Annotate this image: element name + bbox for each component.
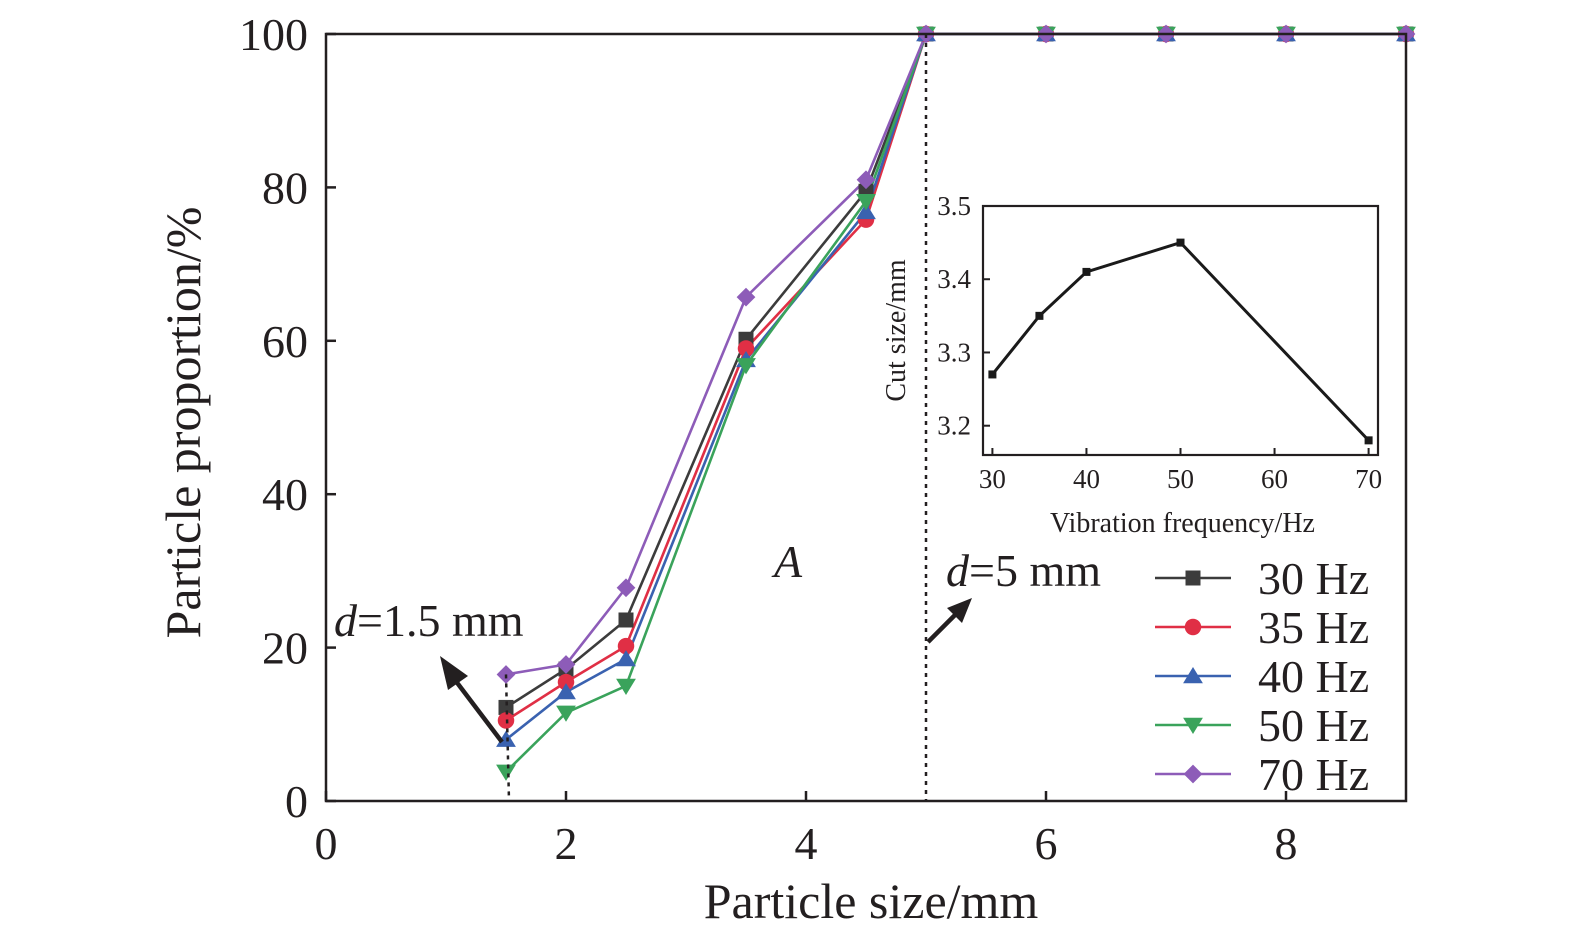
x-axis-title: Particle size/mm [704, 873, 1039, 929]
data-point [616, 678, 636, 695]
annotation-value: =5 mm [969, 545, 1101, 596]
reference-line-d1 [504, 674, 511, 802]
legend-marker [1185, 570, 1201, 586]
annotation-var: d [334, 595, 358, 646]
inset-y-tick-label: 3.5 [937, 191, 971, 221]
inset-data-point [1364, 436, 1373, 445]
inset-x-tick-label: 70 [1355, 464, 1382, 494]
x-tick-label: 8 [1275, 818, 1298, 869]
annotation-var: d [946, 545, 970, 596]
legend-label: 70 Hz [1258, 749, 1369, 800]
legend-marker [1183, 667, 1203, 684]
data-point [617, 637, 635, 655]
y-tick-label: 20 [262, 623, 308, 674]
inset-x-axis-title: Vibration frequency/Hz [1050, 508, 1315, 539]
y-tick-label: 0 [285, 776, 308, 827]
data-point [496, 730, 516, 747]
y-tick-label: 100 [239, 9, 308, 60]
inset-x-tick-label: 40 [1073, 464, 1100, 494]
inset-y-tick-label: 3.4 [937, 264, 971, 294]
arrow-head-d5 [947, 598, 972, 623]
legend-label: 40 Hz [1258, 651, 1369, 702]
data-point [556, 705, 576, 722]
inset-data-point [1035, 311, 1044, 320]
arrow-shaft-d1 [450, 674, 504, 744]
arrow-head-d1 [440, 656, 468, 690]
inset-data-point [1082, 267, 1091, 276]
y-tick-label: 80 [262, 162, 308, 213]
annotation-d-1-5: d=1.5 mm [334, 595, 524, 646]
legend-label: 35 Hz [1258, 602, 1369, 653]
data-point [736, 287, 756, 307]
data-point [736, 358, 756, 375]
inset-y-axis-title: Cut size/mm [881, 259, 912, 402]
data-point [498, 699, 514, 715]
legend-marker [1183, 764, 1203, 784]
inset-plot: 30 40 50 60 70 3.2 3.3 3.4 3.5 Vibration frequenc… [881, 191, 1382, 539]
inset-x-tick-label: 50 [1167, 464, 1194, 494]
y-axis-title: Particle proportion/% [155, 207, 211, 639]
x-tick-label: 0 [315, 818, 338, 869]
annotation-region-a: A [771, 536, 803, 587]
legend-marker [1184, 618, 1202, 636]
inset-data-point [1176, 238, 1185, 247]
x-tick-label: 4 [795, 818, 818, 869]
data-point [856, 194, 876, 211]
plot-frame [324, 32, 1408, 803]
data-point [616, 578, 636, 598]
annotation-d-5: d=5 mm [946, 545, 1101, 596]
legend-marker [1183, 717, 1203, 734]
arrow-shaft-d5 [926, 611, 959, 644]
inset-data-point [988, 370, 997, 379]
data-point [737, 340, 755, 357]
y-tick-label: 40 [262, 469, 308, 520]
data-point [856, 170, 876, 190]
inset-x-tick-label: 60 [1261, 464, 1288, 494]
legend-label: 50 Hz [1258, 700, 1369, 751]
annotation-value: =1.5 mm [357, 595, 524, 646]
inset-y-tick-label: 3.2 [937, 411, 971, 441]
data-point [616, 650, 636, 667]
inset-frame [981, 204, 1380, 457]
data-point [556, 655, 576, 674]
data-point [557, 673, 575, 691]
data-point [496, 764, 516, 781]
data-point [556, 683, 576, 700]
x-tick-label: 2 [555, 818, 578, 869]
y-tick-label: 60 [262, 316, 308, 367]
data-point [618, 612, 634, 628]
data-point [856, 202, 876, 220]
legend-label: 30 Hz [1258, 553, 1369, 604]
x-tick-label: 6 [1035, 818, 1058, 869]
inset-y-tick-label: 3.3 [937, 337, 971, 367]
inset-x-tick-label: 30 [979, 464, 1006, 494]
